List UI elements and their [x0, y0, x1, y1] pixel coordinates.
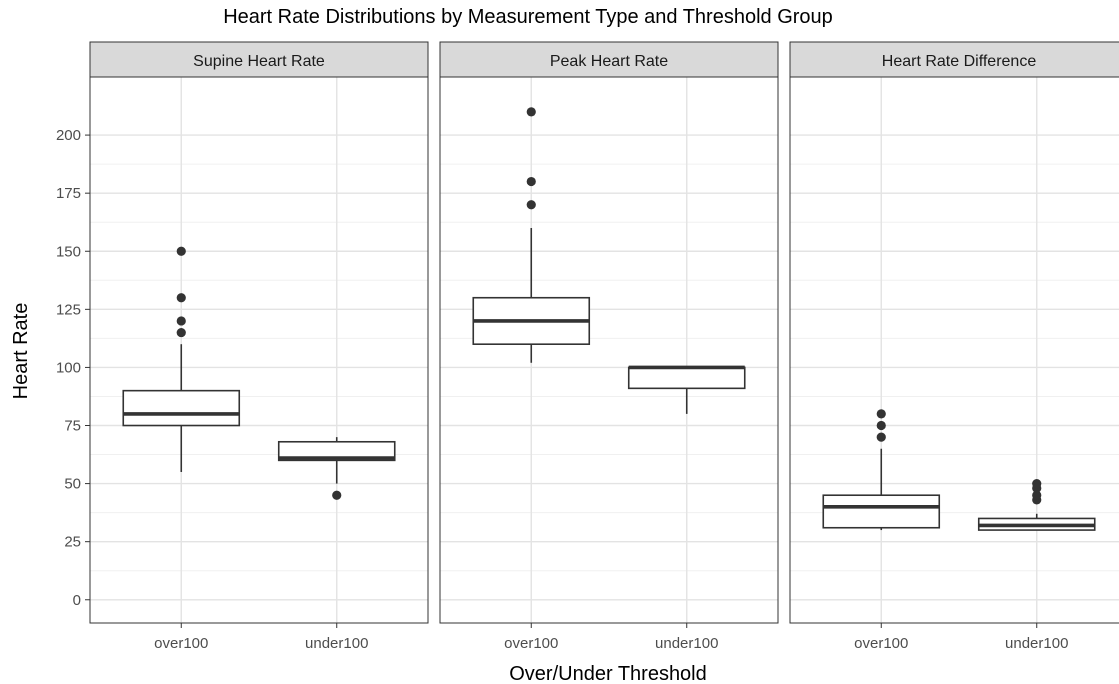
- facet-strip: [439, 41, 779, 78]
- outlier-point: [1032, 490, 1042, 500]
- outlier-point: [876, 409, 886, 419]
- outlier-point: [176, 316, 186, 326]
- chart-title: Heart Rate Distributions by Measurement …: [223, 6, 833, 28]
- y-tick-label: 0: [73, 592, 81, 609]
- panel-border: [89, 76, 429, 624]
- boxplot: [822, 409, 941, 531]
- boxplot: [277, 437, 396, 500]
- outlier-point: [526, 107, 536, 117]
- outlier-point: [526, 200, 536, 210]
- box: [277, 440, 396, 462]
- panel-background: [790, 77, 1119, 623]
- outlier-point: [876, 432, 886, 442]
- y-tick-label: 25: [64, 534, 81, 551]
- facet-panel: Peak Heart Rate over100 under100: [439, 41, 779, 652]
- panel-border: [789, 76, 1119, 624]
- facet-strip-label: Supine Heart Rate: [193, 53, 325, 70]
- x-tick-label: under100: [655, 635, 718, 652]
- outlier-point: [332, 490, 342, 500]
- panel-background: [440, 77, 778, 623]
- y-tick-label: 125: [56, 301, 81, 318]
- y-tick-label: 100: [56, 359, 81, 376]
- boxplot: [977, 478, 1096, 531]
- outlier-point: [526, 176, 536, 187]
- y-tick-label: 175: [56, 185, 81, 202]
- y-tick-label: 200: [56, 127, 81, 144]
- x-tick-label: under100: [305, 635, 368, 652]
- outlier-point: [876, 420, 886, 431]
- y-axis-title: Heart Rate: [10, 303, 32, 400]
- y-tick-label: 50: [64, 476, 81, 493]
- outlier-point: [176, 327, 186, 338]
- box: [822, 494, 941, 529]
- facet-strip: [789, 41, 1119, 78]
- y-axis: 0 25 50 75 100 125 150 175 200: [56, 127, 90, 609]
- boxplot: [122, 246, 241, 472]
- x-tick-label: over100: [154, 635, 208, 652]
- facet-strip-label: Heart Rate Difference: [882, 53, 1037, 70]
- y-tick-label: 75: [64, 418, 81, 435]
- x-tick-label: under100: [1005, 635, 1068, 652]
- outlier-point: [1032, 478, 1042, 489]
- outlier-point: [176, 293, 186, 303]
- facet-panel: Supine Heart Rate over100 under100: [89, 41, 429, 652]
- facet-strip-label: Peak Heart Rate: [550, 53, 668, 70]
- y-tick-label: 150: [56, 243, 81, 260]
- box: [627, 366, 746, 390]
- facet-panel: Heart Rate Difference over100 under100: [789, 41, 1119, 652]
- panel-border: [439, 76, 779, 624]
- box: [122, 389, 241, 427]
- x-tick-label: over100: [504, 635, 558, 652]
- x-axis-title: Over/Under Threshold: [509, 663, 707, 684]
- panel-background: [90, 77, 428, 623]
- boxplot: [472, 107, 591, 363]
- x-tick-label: over100: [854, 635, 908, 652]
- boxplot: [627, 365, 746, 414]
- outlier-point: [176, 246, 186, 256]
